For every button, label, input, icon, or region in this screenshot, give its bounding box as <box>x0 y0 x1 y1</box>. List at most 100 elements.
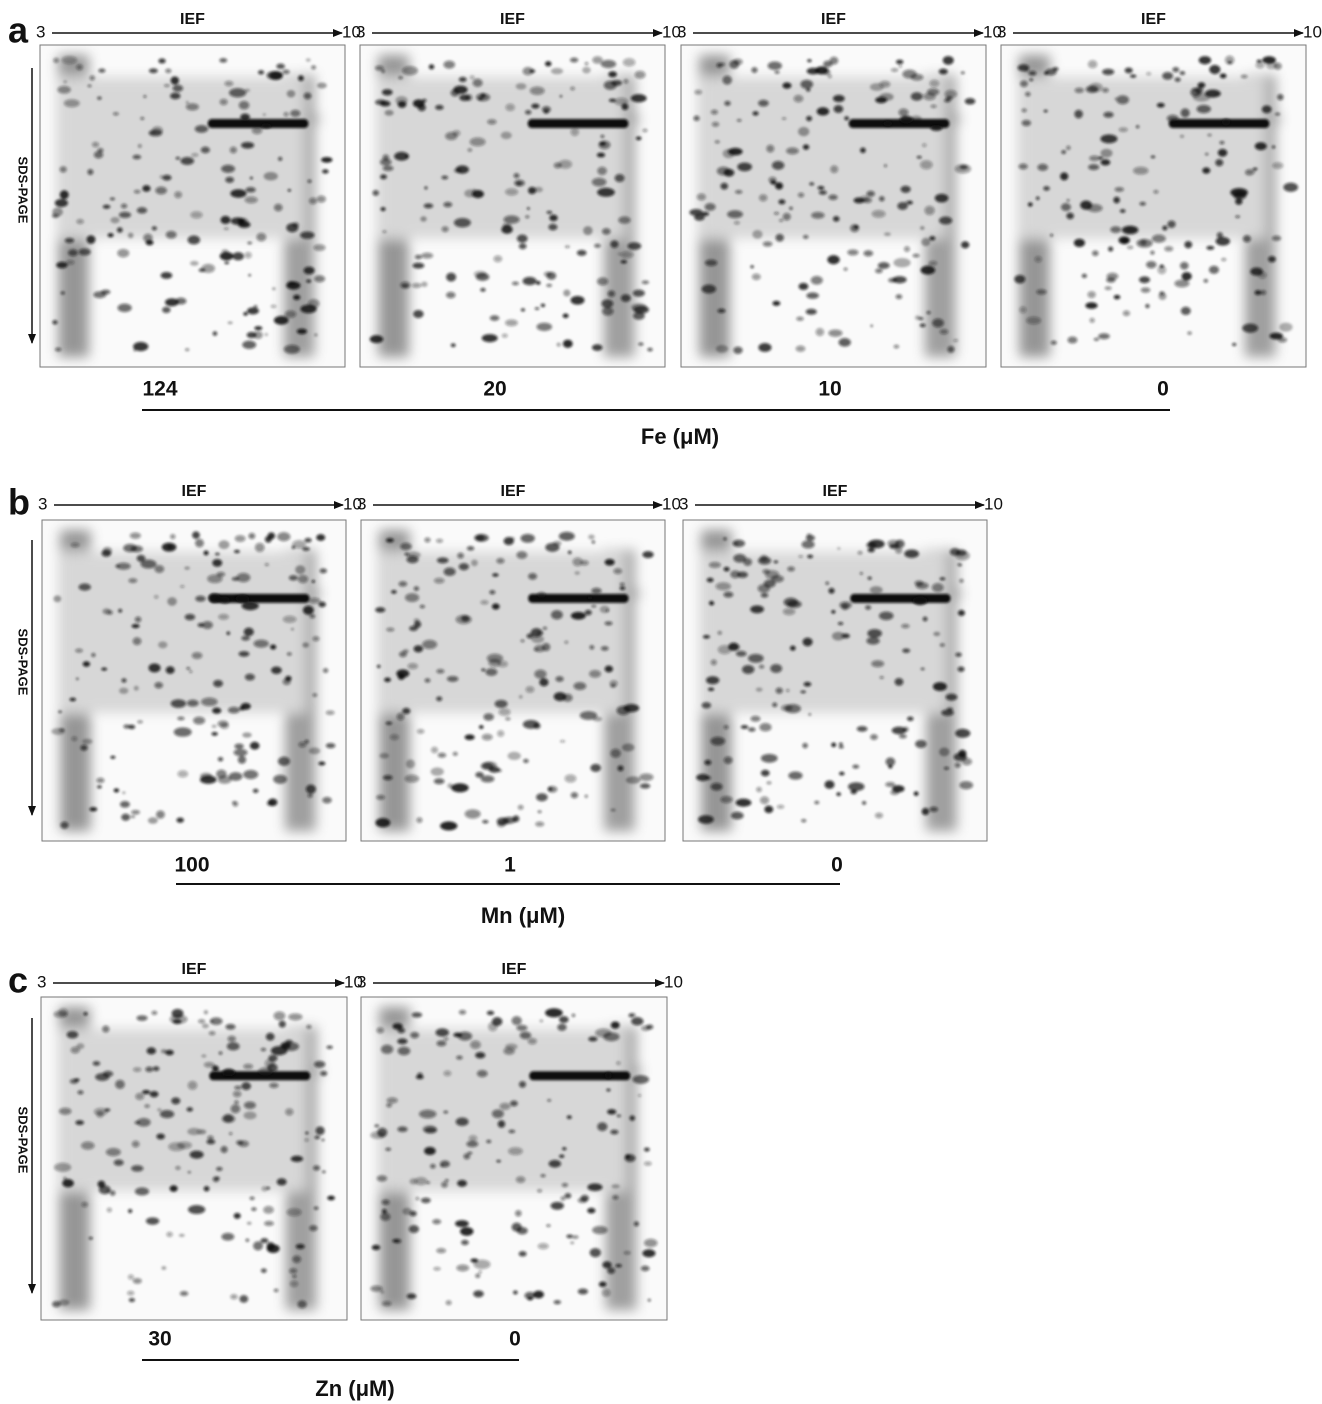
spot <box>806 67 820 75</box>
spot <box>486 1010 495 1016</box>
spot <box>807 59 812 63</box>
spot <box>786 688 790 693</box>
spot <box>118 211 132 219</box>
spot <box>513 1290 518 1295</box>
metal-label: Mn (μM) <box>481 903 565 928</box>
spot <box>467 1151 473 1155</box>
spot <box>136 1015 148 1021</box>
spot <box>468 1135 478 1142</box>
spot <box>246 1221 252 1225</box>
spot <box>773 560 779 564</box>
spot <box>865 605 872 610</box>
spot <box>520 639 525 643</box>
spot <box>432 1219 442 1225</box>
spot <box>186 1107 193 1112</box>
spot <box>938 216 953 225</box>
spot <box>446 272 457 282</box>
spot <box>81 1141 95 1150</box>
spot <box>591 587 602 594</box>
spot <box>443 60 456 69</box>
gel-frame <box>360 519 666 842</box>
spot <box>701 702 712 709</box>
spot <box>589 645 595 650</box>
spot <box>803 681 812 687</box>
spot <box>1140 239 1147 246</box>
spot <box>64 237 75 244</box>
spot <box>165 298 179 307</box>
spot <box>161 1266 167 1270</box>
spot <box>693 115 700 122</box>
y-axis-label: SDS-PAGE <box>16 1107 31 1174</box>
spot <box>489 590 496 595</box>
spot <box>1254 290 1262 296</box>
spot <box>482 819 489 824</box>
spot <box>589 1248 601 1258</box>
spot <box>1074 87 1084 94</box>
spot <box>520 308 525 312</box>
spot <box>488 1021 498 1032</box>
spot <box>516 181 522 187</box>
spot <box>57 85 71 94</box>
spot <box>466 1140 479 1148</box>
spot <box>867 628 882 638</box>
spot <box>106 1189 110 1193</box>
spot <box>303 266 315 275</box>
spot <box>212 1065 219 1072</box>
spot <box>238 1140 249 1148</box>
spot <box>70 1046 80 1054</box>
spot <box>186 667 191 670</box>
spot <box>558 531 575 541</box>
spot <box>770 180 777 185</box>
spot <box>715 344 729 353</box>
spot <box>1277 93 1284 101</box>
spot <box>837 547 841 550</box>
spot <box>481 733 493 741</box>
spot <box>641 1025 651 1031</box>
spot <box>597 166 607 176</box>
spot <box>610 1021 620 1029</box>
spot <box>1019 306 1027 314</box>
spot <box>800 79 814 89</box>
spot <box>701 211 710 217</box>
spot <box>961 757 973 766</box>
spot <box>402 707 411 715</box>
spot <box>798 555 804 558</box>
spot <box>723 725 729 730</box>
spot <box>1254 142 1267 151</box>
spot <box>215 552 220 556</box>
spot <box>413 586 420 592</box>
spot <box>727 210 743 219</box>
spot <box>185 103 199 111</box>
spot <box>263 1205 274 1214</box>
spot <box>899 115 914 124</box>
spot <box>375 607 386 613</box>
spot <box>176 817 184 823</box>
spot <box>558 1016 569 1023</box>
spot <box>196 1129 207 1135</box>
spot <box>121 813 131 821</box>
spot <box>375 818 391 828</box>
spot <box>941 709 954 716</box>
ief-start: 3 <box>38 494 47 513</box>
spot <box>497 730 505 737</box>
spot <box>322 668 329 674</box>
spot <box>898 734 907 739</box>
spot <box>382 774 393 781</box>
panel-label: c <box>8 960 28 1001</box>
spot <box>1060 203 1072 212</box>
main-band <box>207 119 309 129</box>
spot <box>229 1132 233 1136</box>
spot <box>75 648 83 653</box>
spot <box>129 532 141 539</box>
ief-end: 10 <box>984 494 1003 513</box>
spot <box>702 634 710 639</box>
spot <box>171 1097 181 1105</box>
spot <box>249 741 260 750</box>
spot <box>136 554 146 562</box>
spot <box>759 723 772 732</box>
spot <box>620 260 627 264</box>
spot <box>130 815 136 819</box>
spot <box>58 1008 68 1017</box>
spot <box>374 1124 379 1128</box>
spot <box>319 568 327 574</box>
